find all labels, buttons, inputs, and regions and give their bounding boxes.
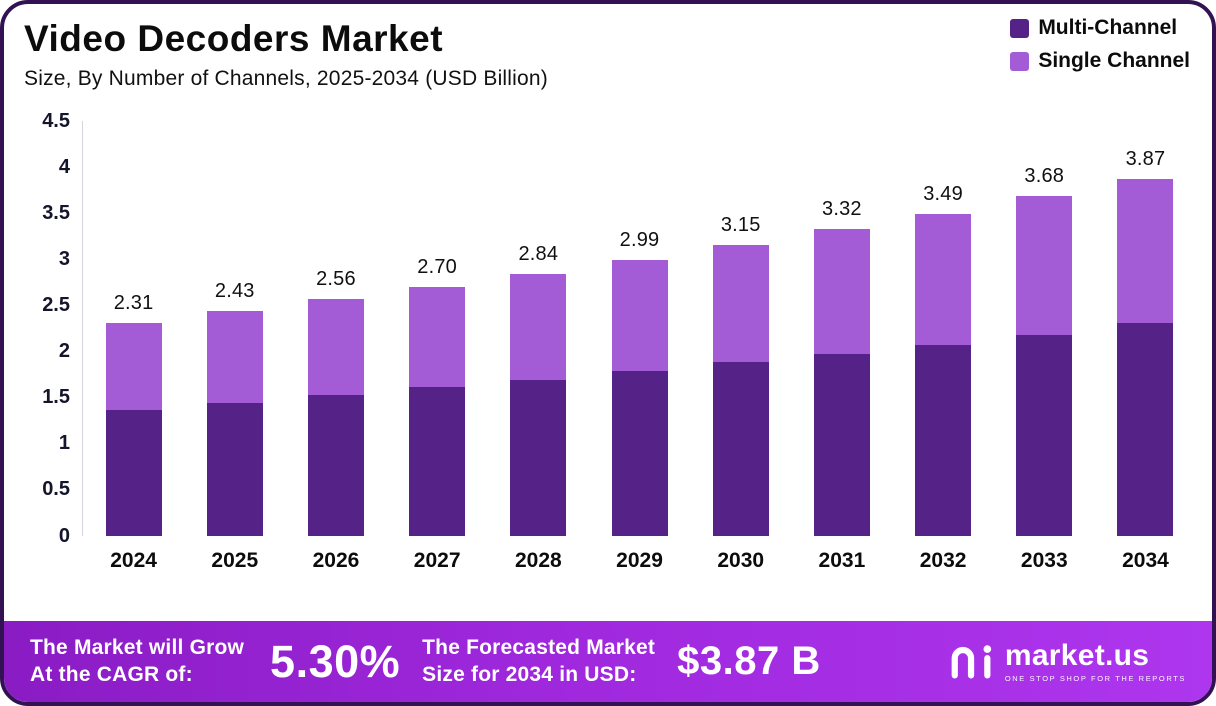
bar-segment-multi-channel-2032	[915, 344, 972, 536]
x-axis-label: 2030	[717, 548, 765, 572]
legend-label: Multi-Channel	[1038, 16, 1178, 39]
y-tick-label: 1	[58, 432, 70, 455]
bar-column-2027: 2.70	[387, 121, 488, 536]
chart-plot-area: 0 0.5 1 1.5 2 2.5 3 3.5 4 4.5 2.31 2.43 2.56 2.70 2.8…	[16, 110, 1196, 547]
y-tick-label: 0	[58, 524, 70, 547]
bar-total-label: 2.99	[619, 228, 660, 251]
bar-segment-multi-channel-2029	[611, 371, 668, 536]
bar-segment-single-channel-2033	[1016, 196, 1073, 335]
y-tick-label: 2	[58, 340, 70, 363]
bar-column-2032: 3.49	[893, 121, 994, 536]
bar-column-2026: 2.56	[285, 121, 386, 536]
x-axis-label: 2034	[1122, 548, 1169, 572]
bar-segment-single-channel-2026	[307, 299, 364, 396]
brand-tagline: ONE STOP SHOP FOR THE REPORTS	[1004, 673, 1186, 683]
bar-total-label: 2.56	[316, 268, 356, 291]
y-tick-label: 3	[58, 247, 70, 270]
bar-column-2034: 3.87	[1095, 121, 1196, 536]
bar-column-2028: 2.84	[488, 121, 589, 536]
forecast-label-line1: The Forecasted Market	[422, 635, 656, 659]
brand-text: market.us ONE STOP SHOP FOR THE REPORTS	[1004, 638, 1186, 683]
bar-total-label: 3.32	[822, 198, 862, 221]
plot: 2.31 2.43 2.56 2.70 2.84 2.99 3.15 3.32 3.49 3.68…	[82, 120, 1196, 536]
y-tick-label: 4.5	[42, 109, 70, 132]
bar-total-label: 3.68	[1024, 165, 1065, 188]
bar-column-2029: 2.99	[589, 121, 690, 536]
x-axis-label: 2024	[110, 548, 157, 572]
bar-segment-single-channel-2031	[813, 229, 870, 354]
cagr-value: 5.30%	[270, 635, 401, 687]
bar-segment-single-channel-2028	[510, 273, 567, 380]
y-tick-label: 2.5	[42, 294, 70, 316]
x-axis: 2024 2025 2026 2027 2028 2029 2030 2031 2032 2033…	[83, 536, 1196, 573]
forecast-label: The Forecasted Market Size for 2034 in U…	[422, 635, 655, 689]
y-axis: 0 0.5 1 1.5 2 2.5 3 3.5 4 4.5	[16, 110, 82, 547]
chart-subtitle: Size, By Number of Channels, 2025-2034 (…	[24, 66, 548, 90]
bar-segment-single-channel-2032	[915, 213, 972, 345]
bar-column-2033: 3.68	[994, 121, 1095, 536]
bar-column-2030: 3.15	[690, 121, 791, 536]
bar-segment-multi-channel-2034	[1117, 323, 1174, 536]
bar-total-label: 2.70	[417, 255, 458, 278]
cagr-label-line1: The Market will Grow	[30, 635, 245, 659]
legend-item-single-channel: Single Channel	[1010, 49, 1190, 73]
bar-segment-multi-channel-2026	[307, 395, 364, 536]
x-axis-label: 2027	[413, 548, 461, 572]
bar-segment-multi-channel-2033	[1016, 334, 1073, 536]
bar-segment-multi-channel-2024	[105, 410, 162, 536]
bar-total-label: 3.49	[923, 182, 963, 205]
bottom-banner: The Market will Grow At the CAGR of: 5.3…	[4, 621, 1212, 702]
cagr-label-line2: At the CAGR of:	[30, 662, 193, 686]
page-title: Video Decoders Market	[24, 18, 444, 59]
x-axis-label: 2033	[1020, 548, 1068, 572]
bar-segment-single-channel-2027	[409, 286, 466, 388]
bar-segment-single-channel-2029	[611, 259, 668, 372]
bar-total-label: 3.15	[720, 214, 761, 237]
y-tick-label: 1.5	[42, 386, 70, 409]
bar-column-2024: 2.31	[83, 121, 184, 536]
bar-segment-single-channel-2024	[105, 322, 162, 411]
bar-segment-single-channel-2025	[206, 311, 263, 403]
bar-segment-single-channel-2030	[712, 245, 769, 363]
cagr-label: The Market will Grow At the CAGR of:	[30, 635, 244, 689]
forecast-label-line2: Size for 2034 in USD:	[422, 662, 637, 686]
bar-segment-single-channel-2034	[1117, 178, 1174, 324]
x-axis-label: 2029	[616, 548, 663, 572]
x-axis-label: 2025	[211, 548, 259, 572]
legend-swatch-multi-channel	[1010, 18, 1030, 38]
bar-segment-multi-channel-2027	[409, 387, 466, 536]
x-axis-label: 2032	[919, 548, 967, 572]
legend-label: Single Channel	[1038, 49, 1190, 72]
bar-chart: 0 0.5 1 1.5 2 2.5 3 3.5 4 4.5 2.31 2.43 2.56 2.70 2.8…	[16, 110, 1196, 573]
bar-segment-multi-channel-2028	[510, 379, 567, 536]
bar-column-2031: 3.32	[791, 121, 892, 536]
chart-header: Video Decoders Market Size, By Number of…	[4, 4, 1212, 91]
brand-logo: market.us ONE STOP SHOP FOR THE REPORTS	[949, 638, 1186, 683]
bar-total-label: 2.43	[214, 280, 255, 303]
x-axis-label: 2031	[818, 548, 866, 572]
forecast-value: $3.87 B	[677, 639, 821, 683]
y-tick-label: 4	[58, 155, 70, 178]
y-tick-label: 3.5	[42, 201, 70, 224]
x-axis-label: 2028	[514, 548, 562, 572]
bar-total-label: 2.84	[518, 242, 559, 265]
y-tick-label: 0.5	[42, 478, 70, 501]
bar-total-label: 3.87	[1125, 147, 1166, 170]
legend-item-multi-channel: Multi-Channel	[1010, 16, 1190, 40]
legend-swatch-single-channel	[1010, 51, 1030, 71]
bar-column-2025: 2.43	[184, 121, 285, 536]
bar-total-label: 2.31	[113, 291, 154, 314]
market-us-logo-icon	[951, 644, 992, 679]
bar-segment-multi-channel-2025	[206, 402, 263, 536]
x-axis-label: 2026	[312, 548, 360, 572]
legend: Multi-Channel Single Channel	[1010, 16, 1190, 73]
bar-segment-multi-channel-2031	[813, 353, 870, 536]
bar-segment-multi-channel-2030	[712, 362, 769, 536]
brand-name: market.us	[1004, 638, 1150, 672]
